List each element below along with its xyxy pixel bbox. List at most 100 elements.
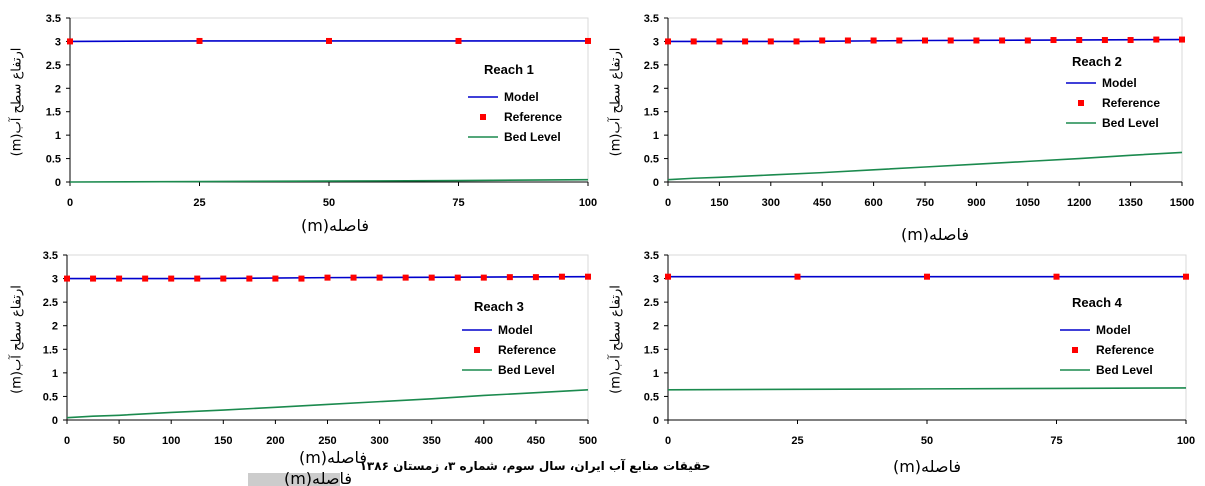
x-axis-label: فاصله(m): [301, 216, 369, 235]
y-tick-label: 0: [653, 415, 659, 427]
x-tick-label: 900: [967, 197, 985, 209]
x-axis-label: فاصله(m): [893, 457, 961, 476]
x-tick-label: 300: [762, 197, 780, 209]
data-point-reference: [272, 275, 279, 282]
x-tick-label: 25: [193, 197, 205, 209]
x-tick-label: 200: [266, 435, 284, 447]
chart-title: Reach 1: [484, 62, 534, 77]
y-tick-label: 3.5: [644, 250, 659, 262]
chart-2: 0 0.5 1 1.5 2 2.5 3 3.5 0 150 300 450 600 750 900 1050 1…: [607, 13, 1195, 244]
x-tick-label: 100: [1177, 435, 1195, 447]
data-point-reference: [665, 38, 671, 45]
x-tick-label: 750: [916, 197, 934, 209]
x-axis-label: فاصله(m): [901, 225, 969, 244]
legend: Model Reference Bed Level: [468, 90, 562, 144]
y-axis-label: ارتفاع سطح آب(m): [8, 285, 25, 394]
x-tick-label: 25: [791, 435, 803, 447]
y-tick-label: 2.5: [43, 297, 58, 309]
data-point-reference: [376, 274, 383, 281]
data-point-reference: [90, 275, 97, 282]
y-tick-label: 2: [653, 83, 659, 95]
legend: Model Reference Bed Level: [1060, 323, 1154, 377]
data-point-reference: [1050, 37, 1057, 44]
chart-1: 0 0.5 1 1.5 2 2.5 3 3.5 0 25 50 75 100 Reach 1 Model Re…: [8, 13, 598, 235]
legend-label: Bed Level: [498, 363, 555, 377]
y-tick-label: 1.5: [46, 107, 61, 119]
x-tick-label: 100: [162, 435, 180, 447]
data-point-reference: [326, 37, 332, 44]
chart-title: Reach 3: [474, 299, 524, 314]
data-point-reference: [67, 38, 73, 45]
legend-label: Model: [498, 323, 533, 337]
series-line-bed-level: [66, 389, 589, 419]
data-point-reference: [924, 273, 930, 280]
data-point-reference: [506, 274, 513, 281]
legend-label: Reference: [504, 110, 562, 124]
data-point-reference: [194, 275, 201, 282]
data-point-reference: [742, 38, 749, 45]
x-tick-label: 50: [113, 435, 125, 447]
x-tick-label: 600: [864, 197, 882, 209]
y-tick-label: 1: [653, 130, 659, 142]
x-tick-label: 150: [710, 197, 728, 209]
data-point-reference: [1179, 36, 1185, 43]
y-tick-label: 2.5: [46, 60, 61, 72]
data-point-reference: [116, 275, 123, 282]
legend-label: Reference: [498, 343, 556, 357]
legend-label: Reference: [1102, 96, 1160, 110]
x-tick-label: 1200: [1067, 197, 1091, 209]
data-point-reference: [532, 274, 539, 281]
y-axis-label: ارتفاع سطح آب(m): [607, 285, 624, 394]
legend-swatch: [480, 114, 486, 120]
footer-caption: فاصله(m): [284, 469, 352, 486]
data-point-reference: [665, 273, 671, 280]
chart-3: 0 0.5 1 1.5 2 2.5 3 3.5 0 50 100 150 200 250 300 350 400…: [8, 250, 598, 467]
y-tick-label: 0: [52, 415, 58, 427]
data-point-reference: [220, 275, 227, 282]
y-tick-label: 2: [653, 321, 659, 333]
data-point-reference: [716, 38, 723, 45]
y-tick-label: 2.5: [644, 60, 659, 72]
y-tick-label: 3: [55, 36, 61, 48]
data-point-reference: [922, 37, 928, 44]
data-point-reference: [558, 273, 565, 280]
series-line-bed-level: [667, 151, 1183, 181]
y-tick-label: 3: [653, 274, 659, 286]
data-point-reference: [585, 273, 591, 280]
y-tick-label: 0.5: [46, 154, 61, 166]
chart-title: Reach 4: [1072, 295, 1123, 310]
chart-title: Reach 2: [1072, 54, 1122, 69]
y-tick-label: 1: [55, 130, 61, 142]
y-tick-label: 3.5: [43, 250, 58, 262]
x-tick-label: 1500: [1170, 197, 1194, 209]
data-point-reference: [168, 275, 175, 282]
y-tick-label: 3: [653, 36, 659, 48]
data-point-reference: [1153, 36, 1160, 43]
data-point-reference: [844, 37, 851, 44]
legend-label: Bed Level: [1096, 363, 1153, 377]
y-tick-label: 1.5: [644, 107, 659, 119]
data-point-reference: [973, 37, 980, 44]
x-tick-label: 1350: [1118, 197, 1142, 209]
x-tick-label: 100: [579, 197, 597, 209]
legend-swatch: [474, 347, 480, 353]
data-point-reference: [480, 274, 487, 281]
x-tick-label: 150: [214, 435, 232, 447]
data-point-reference: [793, 38, 800, 45]
series-line-bed-level: [667, 387, 1187, 391]
y-axis-label: ارتفاع سطح آب(m): [8, 48, 25, 157]
footer-caption-box: [248, 473, 340, 486]
data-point-reference: [585, 37, 591, 44]
data-point-reference: [767, 38, 774, 45]
series-line-bed-level: [69, 178, 589, 183]
x-tick-label: 0: [665, 197, 671, 209]
x-tick-label: 75: [452, 197, 464, 209]
data-point-reference: [142, 275, 149, 282]
y-tick-label: 1.5: [43, 344, 58, 356]
x-tick-label: 400: [475, 435, 493, 447]
legend-swatch: [1072, 347, 1078, 353]
data-point-reference: [1127, 37, 1134, 44]
data-point-reference: [1183, 273, 1189, 280]
legend-swatch: [1078, 100, 1084, 106]
data-point-reference: [350, 274, 357, 281]
